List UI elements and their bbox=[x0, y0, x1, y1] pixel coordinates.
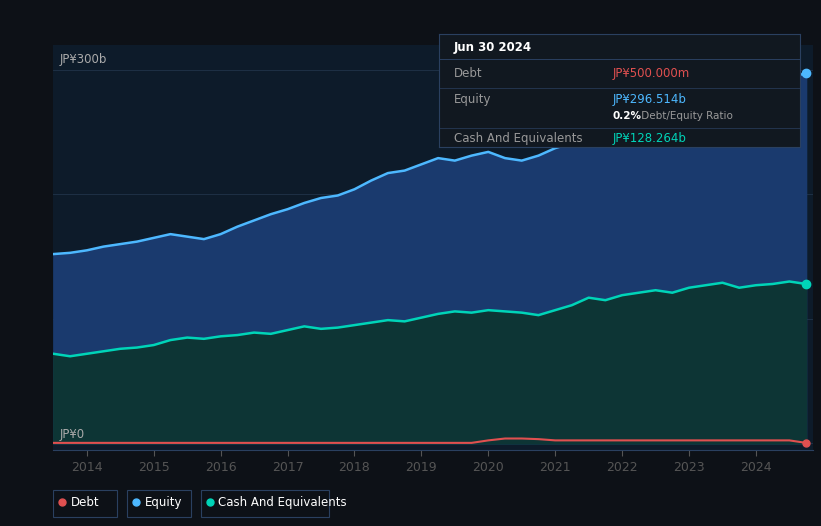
Text: JP¥500.000m: JP¥500.000m bbox=[612, 67, 690, 80]
Text: JP¥296.514b: JP¥296.514b bbox=[612, 93, 686, 106]
Text: Cash And Equivalents: Cash And Equivalents bbox=[454, 132, 582, 145]
Text: 0.2%: 0.2% bbox=[612, 110, 642, 120]
Text: Equity: Equity bbox=[144, 496, 182, 509]
Text: Cash And Equivalents: Cash And Equivalents bbox=[218, 496, 347, 509]
Text: Equity: Equity bbox=[454, 93, 491, 106]
Text: Debt: Debt bbox=[71, 496, 99, 509]
Text: JP¥0: JP¥0 bbox=[59, 429, 85, 441]
Text: JP¥128.264b: JP¥128.264b bbox=[612, 132, 686, 145]
Text: Debt: Debt bbox=[454, 67, 482, 80]
Text: JP¥300b: JP¥300b bbox=[59, 53, 107, 66]
Text: Debt/Equity Ratio: Debt/Equity Ratio bbox=[638, 110, 733, 120]
Text: Jun 30 2024: Jun 30 2024 bbox=[454, 41, 532, 54]
